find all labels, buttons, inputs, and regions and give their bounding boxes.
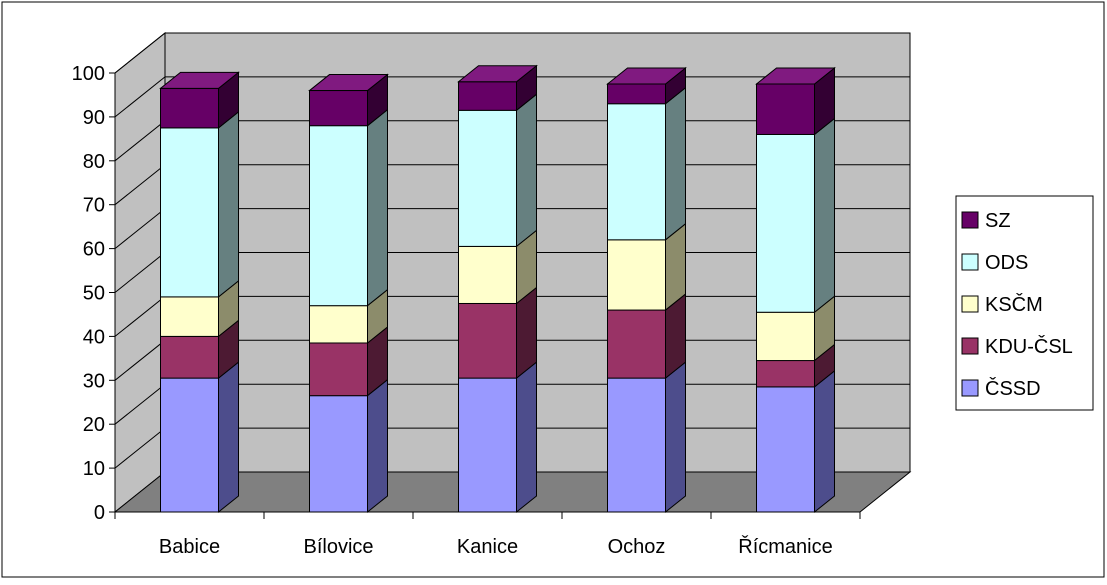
bar-segment-side bbox=[218, 361, 239, 514]
y-tick-label: 60 bbox=[83, 239, 105, 261]
bar-top bbox=[606, 67, 687, 85]
bar-top bbox=[159, 71, 240, 89]
x-tick-label: Kanice bbox=[457, 536, 518, 558]
bar-segment bbox=[607, 239, 666, 311]
bar-segment bbox=[607, 103, 666, 241]
x-tick-label: Bílovice bbox=[303, 536, 373, 558]
bar-segment-side bbox=[814, 369, 835, 514]
x-tick-label: Ochoz bbox=[608, 536, 666, 558]
bar-segment-side bbox=[516, 93, 537, 248]
legend: SZ ODS KSČM KDU-ČSL ČSSD bbox=[955, 195, 1094, 411]
legend-item: KSČM bbox=[961, 293, 1043, 316]
y-tick-label: 90 bbox=[83, 107, 105, 129]
x-tick-label: Babice bbox=[159, 536, 220, 558]
gridline bbox=[114, 32, 910, 74]
bar-segment bbox=[160, 296, 219, 337]
bar-segment bbox=[756, 83, 815, 135]
y-tick-label: 30 bbox=[83, 370, 105, 392]
bar-segment bbox=[309, 342, 368, 397]
legend-swatch bbox=[961, 337, 979, 355]
bar-segment bbox=[309, 90, 368, 127]
bar-segment bbox=[160, 127, 219, 298]
legend-swatch bbox=[961, 379, 979, 397]
y-tick-label: 10 bbox=[83, 458, 105, 480]
bar-segment-side bbox=[367, 108, 388, 307]
bar-segment-side bbox=[814, 117, 835, 314]
y-tick-label: 100 bbox=[72, 63, 105, 85]
legend-item: KDU-ČSL bbox=[961, 335, 1073, 358]
legend-label: KSČM bbox=[985, 293, 1043, 316]
bar-segment-side bbox=[218, 110, 239, 298]
legend-swatch bbox=[961, 253, 979, 271]
y-tick-label: 50 bbox=[83, 283, 105, 305]
bar-segment-side bbox=[665, 361, 686, 514]
x-axis-ticks: Babice Bílovice Kanice Ochoz Řícmanice bbox=[114, 512, 861, 558]
bar-top bbox=[457, 65, 538, 83]
bar-segment bbox=[309, 125, 368, 307]
bar-segment bbox=[160, 335, 219, 379]
bar-stack bbox=[308, 73, 389, 514]
bar-segment bbox=[160, 87, 219, 129]
bar-top bbox=[308, 74, 389, 92]
bar-segment bbox=[607, 309, 666, 379]
legend-swatch bbox=[961, 295, 979, 313]
bar-segment bbox=[607, 377, 666, 513]
y-axis-ticks: 0 10 20 30 40 50 60 70 80 90 100 bbox=[72, 63, 115, 524]
bar-segment bbox=[309, 395, 368, 513]
y-tick-label: 40 bbox=[83, 326, 105, 348]
bar-stack bbox=[755, 66, 836, 514]
bar-segment bbox=[756, 360, 815, 388]
bar-segment bbox=[458, 302, 517, 379]
bar-segment bbox=[458, 81, 517, 111]
bar-stack bbox=[457, 64, 538, 514]
bar-stack bbox=[159, 71, 240, 514]
bar-segment bbox=[458, 109, 517, 247]
bar-segment bbox=[309, 305, 368, 344]
legend-box bbox=[955, 195, 1094, 411]
bar-segment bbox=[458, 377, 517, 513]
bar-segment-side bbox=[367, 378, 388, 514]
bar-segment bbox=[756, 133, 815, 313]
bar-segment bbox=[160, 377, 219, 513]
x-tick-label: Řícmanice bbox=[738, 535, 832, 558]
legend-item: SZ bbox=[961, 210, 1011, 232]
bar-stack bbox=[606, 66, 687, 514]
bar-segment bbox=[756, 311, 815, 362]
bar-segment bbox=[756, 386, 815, 513]
bar-segment bbox=[458, 245, 517, 304]
legend-label: ODS bbox=[985, 252, 1028, 274]
legend-label: SZ bbox=[985, 210, 1011, 232]
legend-label: ČSSD bbox=[985, 377, 1041, 400]
bar-segment-side bbox=[516, 361, 537, 514]
y-tick-label: 0 bbox=[94, 502, 105, 524]
legend-swatch bbox=[961, 211, 979, 229]
legend-label: KDU-ČSL bbox=[985, 335, 1073, 358]
y-tick-label: 70 bbox=[83, 195, 105, 217]
bar-top bbox=[755, 67, 836, 85]
bar-segment-side bbox=[665, 86, 686, 241]
bars bbox=[159, 64, 836, 514]
y-tick-label: 20 bbox=[83, 414, 105, 436]
legend-item: ODS bbox=[961, 252, 1028, 274]
y-tick-label: 80 bbox=[83, 151, 105, 173]
bar-segment bbox=[607, 83, 666, 105]
legend-item: ČSSD bbox=[961, 377, 1041, 400]
